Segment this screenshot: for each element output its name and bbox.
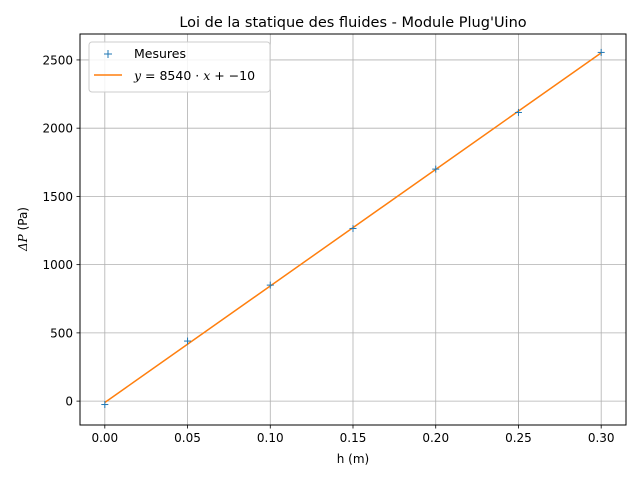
- legend-marker-mesures: [104, 50, 112, 58]
- x-tick-label: 0.05: [174, 431, 201, 445]
- data-point: [349, 224, 357, 232]
- data-point: [266, 281, 274, 289]
- y-axis: 0 500 1000 1500 2000 2500: [42, 53, 80, 409]
- x-tick-label: 0.20: [422, 431, 449, 445]
- x-tick-label: 0.15: [340, 431, 367, 445]
- x-tick-label: 0.00: [91, 431, 118, 445]
- marker-layer: [101, 48, 605, 409]
- y-tick-label: 500: [50, 326, 73, 340]
- chart-title: Loi de la statique des fluides - Module …: [179, 15, 526, 31]
- legend-box: [88, 41, 271, 93]
- data-point: [101, 401, 109, 409]
- x-tick-label: 0.25: [505, 431, 532, 445]
- data-point: [597, 48, 605, 56]
- y-tick-label: 2500: [42, 53, 73, 67]
- y-tick-label: 1000: [42, 258, 73, 272]
- legend: Mesures y = 8540 · x + −10: [88, 41, 271, 93]
- x-axis-label: h (m): [337, 452, 369, 466]
- grid: [80, 34, 626, 425]
- data-point: [514, 108, 522, 116]
- y-axis-label-unit: (Pa): [16, 207, 30, 234]
- y-tick-label: 2000: [42, 122, 73, 136]
- legend-fit-x: x: [203, 68, 210, 83]
- legend-fit-rest: + −10: [210, 68, 255, 83]
- data-point: [432, 165, 440, 173]
- y-tick-label: 0: [65, 395, 73, 409]
- x-tick-label: 0.30: [588, 431, 615, 445]
- legend-fit-dot: ·: [191, 68, 203, 83]
- x-axis: 0.00 0.05 0.10 0.15 0.20 0.25 0.30: [91, 425, 615, 445]
- x-tick-label: 0.10: [257, 431, 284, 445]
- y-tick-label: 1500: [42, 190, 73, 204]
- y-axis-label: ΔP (Pa): [16, 207, 30, 252]
- legend-fit-eq: = 8540: [141, 68, 191, 83]
- legend-label-mesures: Mesures: [134, 46, 186, 61]
- legend-fit-y: y: [133, 68, 142, 83]
- data-point: [184, 337, 192, 345]
- y-axis-label-symbol: ΔP: [16, 233, 30, 252]
- legend-label-fit: y = 8540 · x + −10: [133, 68, 255, 83]
